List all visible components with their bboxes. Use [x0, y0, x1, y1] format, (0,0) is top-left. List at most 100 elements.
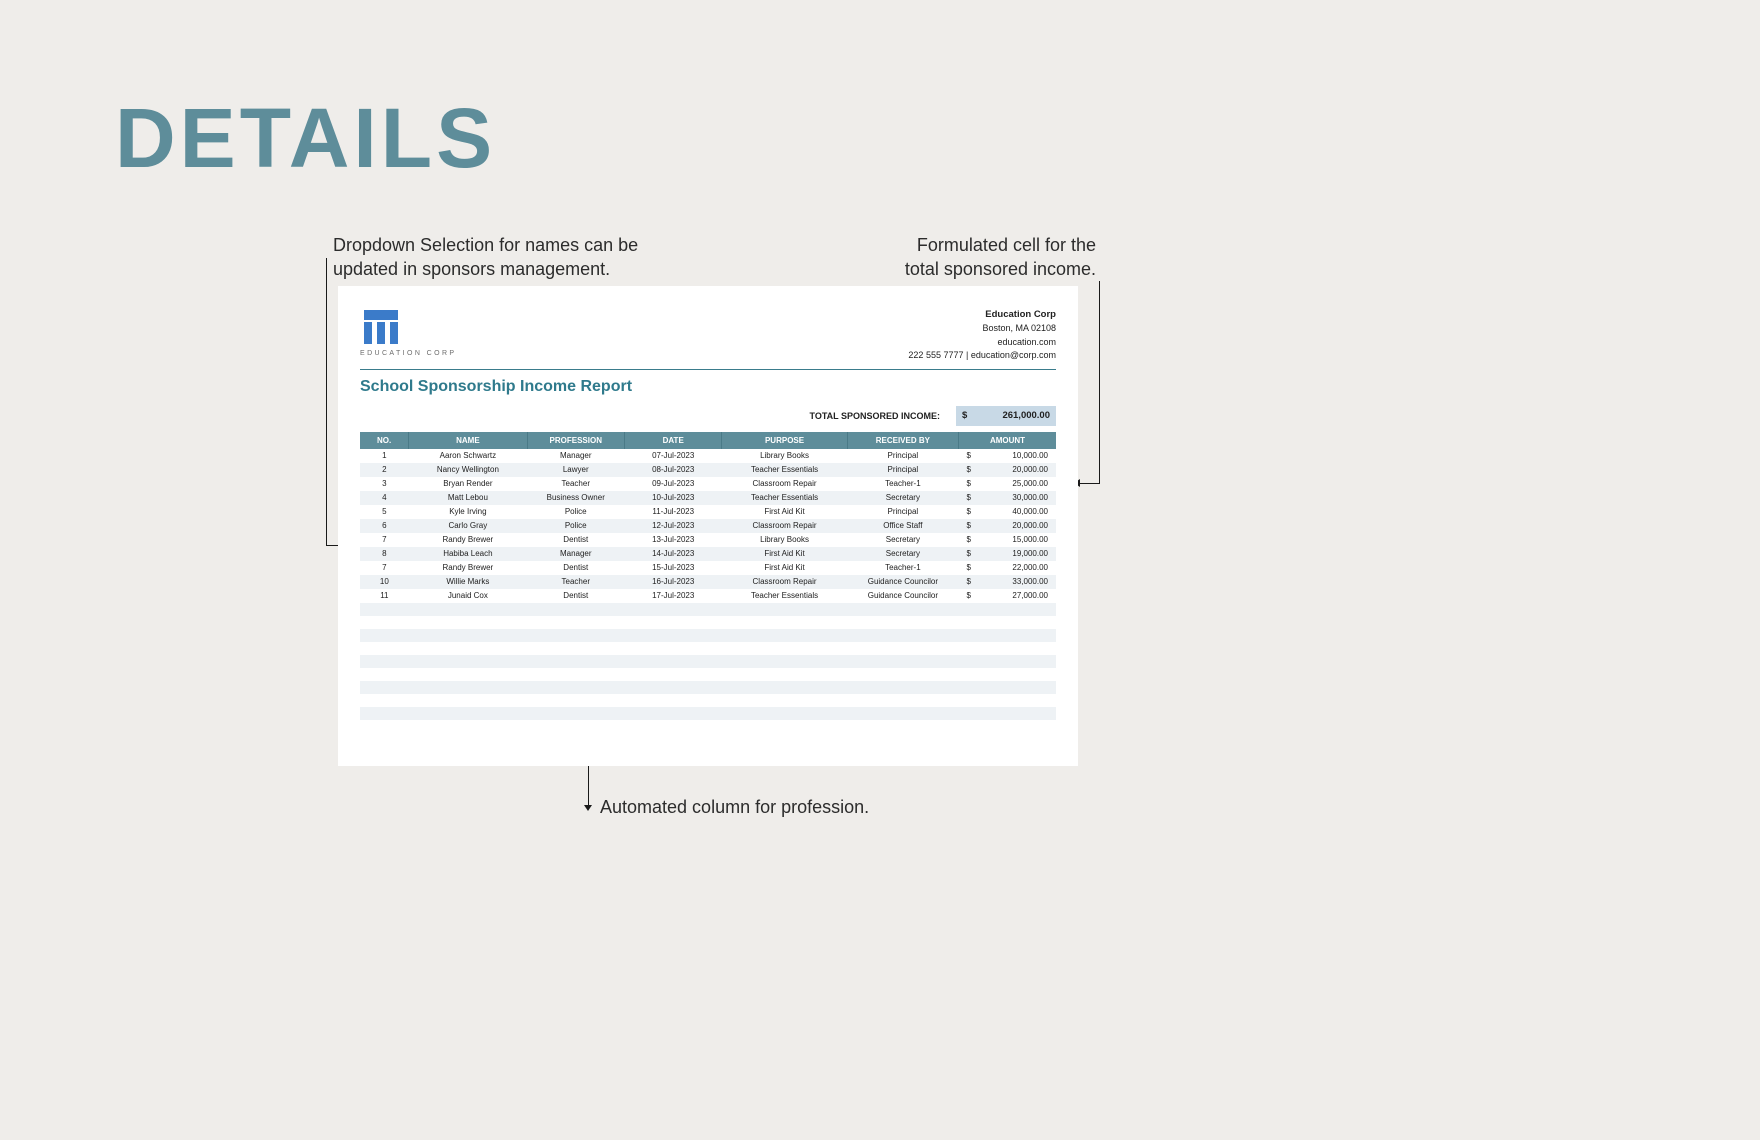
cell-purpose: Library Books: [722, 449, 847, 463]
table-row-empty: [360, 629, 1056, 642]
logo-text: EDUCATION CORP: [360, 350, 456, 357]
cell-profession: Dentist: [527, 533, 624, 547]
cell-no: 4: [360, 491, 409, 505]
table-row-empty: [360, 668, 1056, 681]
page-title: DETAILS: [115, 90, 496, 187]
cell-no: 3: [360, 477, 409, 491]
table-row: 5Kyle IrvingPolice11-Jul-2023First Aid K…: [360, 505, 1056, 519]
total-value: 261,000.00: [1002, 410, 1050, 421]
cell-date: 10-Jul-2023: [624, 491, 721, 505]
cell-received-by: Secretary: [847, 533, 958, 547]
company-name: Education Corp: [908, 308, 1056, 322]
cell-name[interactable]: Randy Brewer: [409, 533, 527, 547]
col-header-no: NO.: [360, 432, 409, 449]
total-currency: $: [962, 410, 967, 421]
cell-profession: Dentist: [527, 561, 624, 575]
table-row-empty: [360, 681, 1056, 694]
table-row: 2Nancy WellingtonLawyer08-Jul-2023Teache…: [360, 463, 1056, 477]
table-row-empty: [360, 642, 1056, 655]
col-header-date: DATE: [624, 432, 721, 449]
annotation-top-right: Formulated cell for the total sponsored …: [896, 233, 1096, 282]
cell-profession: Manager: [527, 449, 624, 463]
cell-name[interactable]: Carlo Gray: [409, 519, 527, 533]
cell-no: 7: [360, 533, 409, 547]
report-document: EDUCATION CORP Education Corp Boston, MA…: [338, 286, 1078, 766]
cell-amount: $33,000.00: [959, 575, 1056, 589]
cell-purpose: Classroom Repair: [722, 477, 847, 491]
cell-name[interactable]: Matt Lebou: [409, 491, 527, 505]
cell-date: 12-Jul-2023: [624, 519, 721, 533]
cell-no: 8: [360, 547, 409, 561]
cell-date: 13-Jul-2023: [624, 533, 721, 547]
cell-amount: $30,000.00: [959, 491, 1056, 505]
table-body: 1Aaron SchwartzManager07-Jul-2023Library…: [360, 449, 1056, 733]
cell-name[interactable]: Kyle Irving: [409, 505, 527, 519]
cell-no: 11: [360, 589, 409, 603]
total-row: TOTAL SPONSORED INCOME: $ 261,000.00: [360, 406, 1056, 426]
arrow-line: [1099, 281, 1100, 483]
cell-amount: $40,000.00: [959, 505, 1056, 519]
cell-received-by: Teacher-1: [847, 561, 958, 575]
table-row: 6Carlo GrayPolice12-Jul-2023Classroom Re…: [360, 519, 1056, 533]
cell-amount: $19,000.00: [959, 547, 1056, 561]
cell-purpose: Classroom Repair: [722, 519, 847, 533]
company-info: Education Corp Boston, MA 02108 educatio…: [908, 308, 1056, 363]
cell-received-by: Principal: [847, 463, 958, 477]
cell-no: 2: [360, 463, 409, 477]
cell-name[interactable]: Junaid Cox: [409, 589, 527, 603]
cell-name[interactable]: Willie Marks: [409, 575, 527, 589]
cell-received-by: Guidance Councilor: [847, 589, 958, 603]
logo-block: EDUCATION CORP: [360, 308, 456, 357]
cell-no: 1: [360, 449, 409, 463]
table-row: 4Matt LebouBusiness Owner10-Jul-2023Teac…: [360, 491, 1056, 505]
table-row-empty: [360, 694, 1056, 707]
total-label: TOTAL SPONSORED INCOME:: [809, 411, 940, 421]
cell-profession: Dentist: [527, 589, 624, 603]
doc-header: EDUCATION CORP Education Corp Boston, MA…: [360, 308, 1056, 370]
cell-no: 6: [360, 519, 409, 533]
table-row-empty: [360, 603, 1056, 616]
cell-amount: $27,000.00: [959, 589, 1056, 603]
cell-purpose: First Aid Kit: [722, 561, 847, 575]
cell-name[interactable]: Habiba Leach: [409, 547, 527, 561]
cell-purpose: Teacher Essentials: [722, 491, 847, 505]
arrow-line: [326, 258, 327, 545]
company-website: education.com: [908, 336, 1056, 350]
cell-profession: Police: [527, 505, 624, 519]
company-contact: 222 555 7777 | education@corp.com: [908, 349, 1056, 363]
cell-no: 7: [360, 561, 409, 575]
cell-no: 5: [360, 505, 409, 519]
cell-date: 08-Jul-2023: [624, 463, 721, 477]
cell-amount: $20,000.00: [959, 463, 1056, 477]
cell-name[interactable]: Nancy Wellington: [409, 463, 527, 477]
col-header-amount: AMOUNT: [959, 432, 1056, 449]
annotation-bottom: Automated column for profession.: [600, 795, 869, 819]
cell-amount: $20,000.00: [959, 519, 1056, 533]
cell-date: 15-Jul-2023: [624, 561, 721, 575]
cell-received-by: Secretary: [847, 547, 958, 561]
arrow-line: [1080, 483, 1100, 484]
cell-name[interactable]: Bryan Render: [409, 477, 527, 491]
cell-date: 07-Jul-2023: [624, 449, 721, 463]
cell-amount: $25,000.00: [959, 477, 1056, 491]
cell-date: 14-Jul-2023: [624, 547, 721, 561]
cell-name[interactable]: Aaron Schwartz: [409, 449, 527, 463]
annotation-top-left: Dropdown Selection for names can be upda…: [333, 233, 638, 282]
cell-purpose: First Aid Kit: [722, 505, 847, 519]
cell-purpose: Teacher Essentials: [722, 463, 847, 477]
company-address: Boston, MA 02108: [908, 322, 1056, 336]
cell-amount: $22,000.00: [959, 561, 1056, 575]
cell-purpose: Classroom Repair: [722, 575, 847, 589]
col-header-received-by: RECEIVED BY: [847, 432, 958, 449]
cell-date: 16-Jul-2023: [624, 575, 721, 589]
cell-profession: Manager: [527, 547, 624, 561]
cell-name[interactable]: Randy Brewer: [409, 561, 527, 575]
cell-date: 17-Jul-2023: [624, 589, 721, 603]
cell-received-by: Principal: [847, 505, 958, 519]
table-row: 7Randy BrewerDentist13-Jul-2023Library B…: [360, 533, 1056, 547]
cell-received-by: Secretary: [847, 491, 958, 505]
cell-date: 11-Jul-2023: [624, 505, 721, 519]
cell-profession: Teacher: [527, 477, 624, 491]
col-header-purpose: PURPOSE: [722, 432, 847, 449]
table-row-empty: [360, 720, 1056, 733]
